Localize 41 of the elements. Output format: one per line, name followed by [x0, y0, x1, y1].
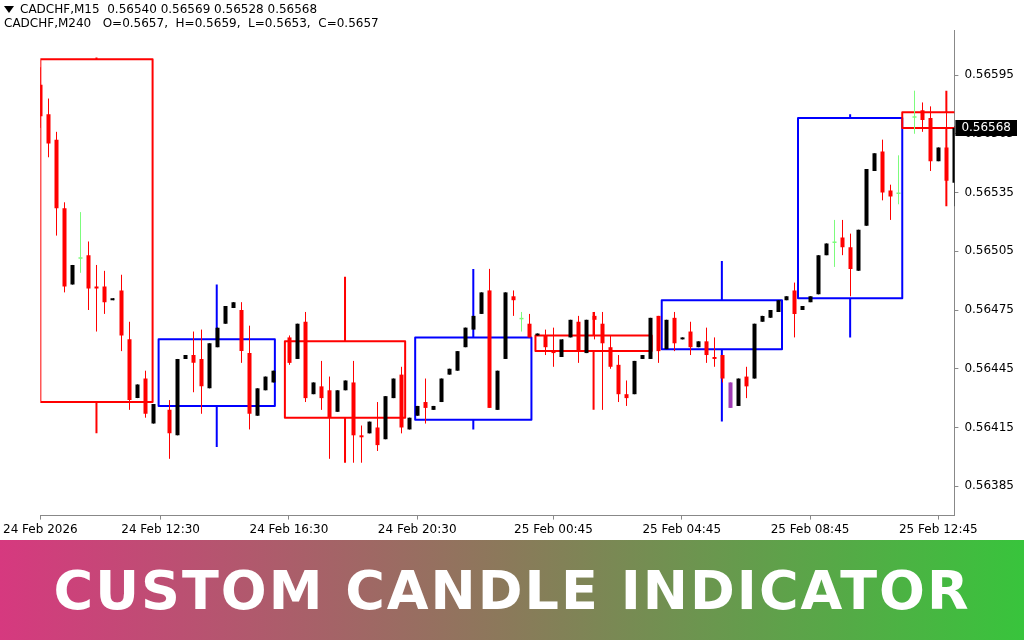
candlestick [167, 399, 172, 460]
x-tick-label: 25 Feb 12:45 [898, 521, 978, 536]
candlestick [624, 379, 629, 407]
candlestick [840, 219, 845, 256]
x-tick-label: 25 Feb 08:45 [770, 521, 850, 536]
candlestick [688, 321, 693, 356]
candlestick [319, 360, 324, 411]
candlestick [704, 327, 709, 364]
y-tick-label: 0.56415 [964, 419, 1014, 434]
y-tick-label: 0.56445 [964, 360, 1014, 375]
x-tick-label: 25 Feb 00:45 [514, 521, 593, 536]
x-tick-label: 24 Feb 20:30 [377, 521, 457, 536]
candlestick [792, 282, 797, 338]
candlestick [479, 291, 484, 315]
text: CUSTOM CANDLE INDICATOR [53, 558, 971, 622]
candlestick [744, 366, 749, 399]
candlestick [511, 289, 516, 317]
annotation: 0.56568 [961, 120, 1011, 135]
text: CADCHF,M15 0.56540 0.56569 0.56528 0.56568 [20, 2, 318, 16]
y-tick-label: 0.56535 [964, 184, 1014, 199]
candlestick [720, 354, 725, 383]
x-tick-label: 24 Feb 12:30 [121, 521, 200, 536]
candlestick [848, 233, 853, 297]
candlestick [712, 336, 717, 368]
candlestick [102, 270, 107, 315]
candlestick [832, 219, 837, 268]
candlestick [455, 350, 460, 372]
y-tick-label: 0.56475 [964, 302, 1014, 317]
y-tick-label: 0.56385 [964, 478, 1014, 493]
candlestick [912, 90, 917, 135]
x-tick-label: 24 Feb 2026 [3, 521, 78, 536]
candlestick [78, 211, 83, 274]
x-tick-label: 25 Feb 04:45 [642, 521, 722, 536]
candlestick [191, 331, 196, 393]
candlestick [335, 389, 340, 413]
y-tick-label: 0.56505 [964, 243, 1014, 258]
y-tick-label: 0.56595 [964, 67, 1014, 82]
candlestick [423, 378, 428, 425]
x-tick-label: 24 Feb 16:30 [249, 521, 329, 536]
candlestick [359, 425, 364, 464]
text: CADCHF,M240 O=0.5657, H=0.5659, L=0.5653, C=0.5657 [4, 16, 379, 30]
